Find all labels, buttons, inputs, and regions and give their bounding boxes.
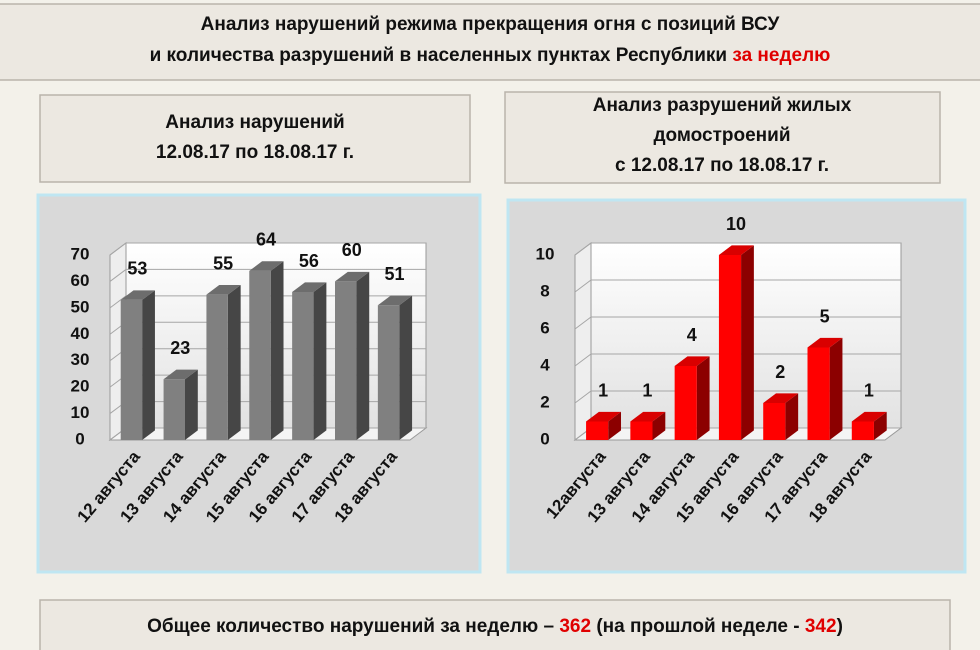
- data-label: 1: [642, 380, 652, 400]
- bar-side: [185, 369, 198, 440]
- data-label: 1: [864, 380, 874, 400]
- data-label: 53: [127, 259, 147, 279]
- y-tick-label: 0: [540, 429, 549, 448]
- data-label: 64: [256, 230, 276, 250]
- y-tick-label: 30: [71, 350, 90, 369]
- bar-top: [763, 393, 799, 403]
- bar-side: [873, 411, 887, 440]
- data-label: 51: [385, 264, 405, 284]
- bar-top: [674, 356, 710, 366]
- bar-side: [785, 393, 799, 440]
- grid-line: [109, 268, 426, 282]
- bar: [763, 403, 786, 440]
- header-line: Анализ нарушений режима прекращения огня…: [201, 14, 780, 35]
- summary-number: 362: [559, 616, 591, 637]
- y-tick-label: 8: [540, 281, 549, 300]
- grid-line: [574, 390, 901, 404]
- chart-title: 12.08.17 по 18.08.17 г.: [156, 142, 354, 163]
- bar-top: [163, 369, 198, 380]
- bar-top: [206, 285, 241, 295]
- y-tick-label: 6: [540, 318, 549, 337]
- bar: [377, 305, 400, 440]
- title-box: [504, 91, 941, 184]
- y-tick-label: 60: [71, 271, 90, 290]
- chart-title: Анализ нарушений: [165, 112, 344, 133]
- summary-box: [39, 599, 951, 650]
- data-label: 2: [775, 362, 785, 382]
- bar: [163, 379, 185, 440]
- data-label: 55: [213, 253, 233, 273]
- bar: [292, 292, 314, 440]
- grid-line: [574, 316, 901, 330]
- bar-side: [227, 285, 241, 440]
- bar: [120, 299, 143, 440]
- bar-side: [270, 261, 284, 440]
- bar-side: [741, 245, 754, 440]
- bar: [586, 421, 609, 440]
- bar-top: [292, 282, 327, 292]
- bar: [718, 255, 742, 440]
- bar-top: [377, 295, 413, 306]
- header-text: и количества разрушений в населенных пун…: [150, 45, 728, 66]
- y-tick-label: 20: [71, 377, 90, 396]
- grid-line: [574, 353, 901, 367]
- grid-line: [574, 279, 901, 293]
- title-box: [39, 94, 471, 183]
- bar: [851, 421, 874, 440]
- data-label: 23: [170, 338, 190, 358]
- summary-text: Общее количество нарушений за неделю –: [147, 616, 554, 637]
- bar-top: [718, 245, 754, 255]
- y-tick-label: 50: [71, 297, 90, 316]
- y-tick-label: 10: [536, 244, 555, 263]
- bar-top: [851, 411, 887, 422]
- summary-text: ): [837, 616, 843, 637]
- data-label: 10: [726, 214, 746, 234]
- summary-number: 342: [805, 616, 837, 637]
- bar: [206, 294, 228, 440]
- bar: [335, 281, 357, 440]
- bar-side: [829, 337, 843, 440]
- bar-top: [630, 411, 666, 422]
- bar-side: [313, 282, 327, 440]
- y-tick-label: 70: [71, 244, 90, 263]
- bar-side: [608, 411, 622, 440]
- side-wall: [574, 242, 592, 441]
- grid-line: [574, 242, 901, 256]
- data-label: 4: [687, 325, 697, 345]
- y-tick-label: 40: [71, 324, 90, 343]
- bar: [674, 366, 697, 440]
- y-tick-label: 10: [71, 403, 90, 422]
- bar-top: [249, 261, 284, 271]
- bar-top: [807, 337, 843, 348]
- chart-title: домостроений: [653, 125, 790, 146]
- chart-title: Анализ разрушений жилых: [593, 95, 852, 116]
- data-label: 5: [820, 306, 830, 326]
- bar-side: [399, 295, 413, 440]
- data-label: 60: [342, 240, 362, 260]
- bar-side: [356, 271, 370, 440]
- header-highlight: за неделю: [732, 45, 830, 66]
- summary-text: (на прошлой неделе -: [596, 616, 799, 637]
- bar: [807, 347, 830, 440]
- bar-top: [120, 290, 155, 300]
- chart-title: с 12.08.17 по 18.08.17 г.: [615, 155, 829, 176]
- y-tick-label: 4: [540, 355, 550, 374]
- header-line: и количества разрушений в населенных пун…: [150, 45, 831, 66]
- bar-side: [696, 356, 710, 440]
- y-tick-label: 0: [75, 429, 84, 448]
- bar: [249, 270, 271, 440]
- data-label: 1: [598, 380, 608, 400]
- bar: [630, 421, 653, 440]
- summary-line: Общее количество нарушений за неделю – 3…: [147, 616, 843, 637]
- y-tick-label: 2: [540, 392, 549, 411]
- bar-side: [652, 411, 666, 440]
- bar-top: [335, 271, 370, 282]
- header-box: [0, 3, 980, 81]
- bar-top: [586, 411, 622, 422]
- data-label: 56: [299, 251, 319, 271]
- grid-line: [109, 242, 426, 256]
- bar-side: [142, 290, 155, 440]
